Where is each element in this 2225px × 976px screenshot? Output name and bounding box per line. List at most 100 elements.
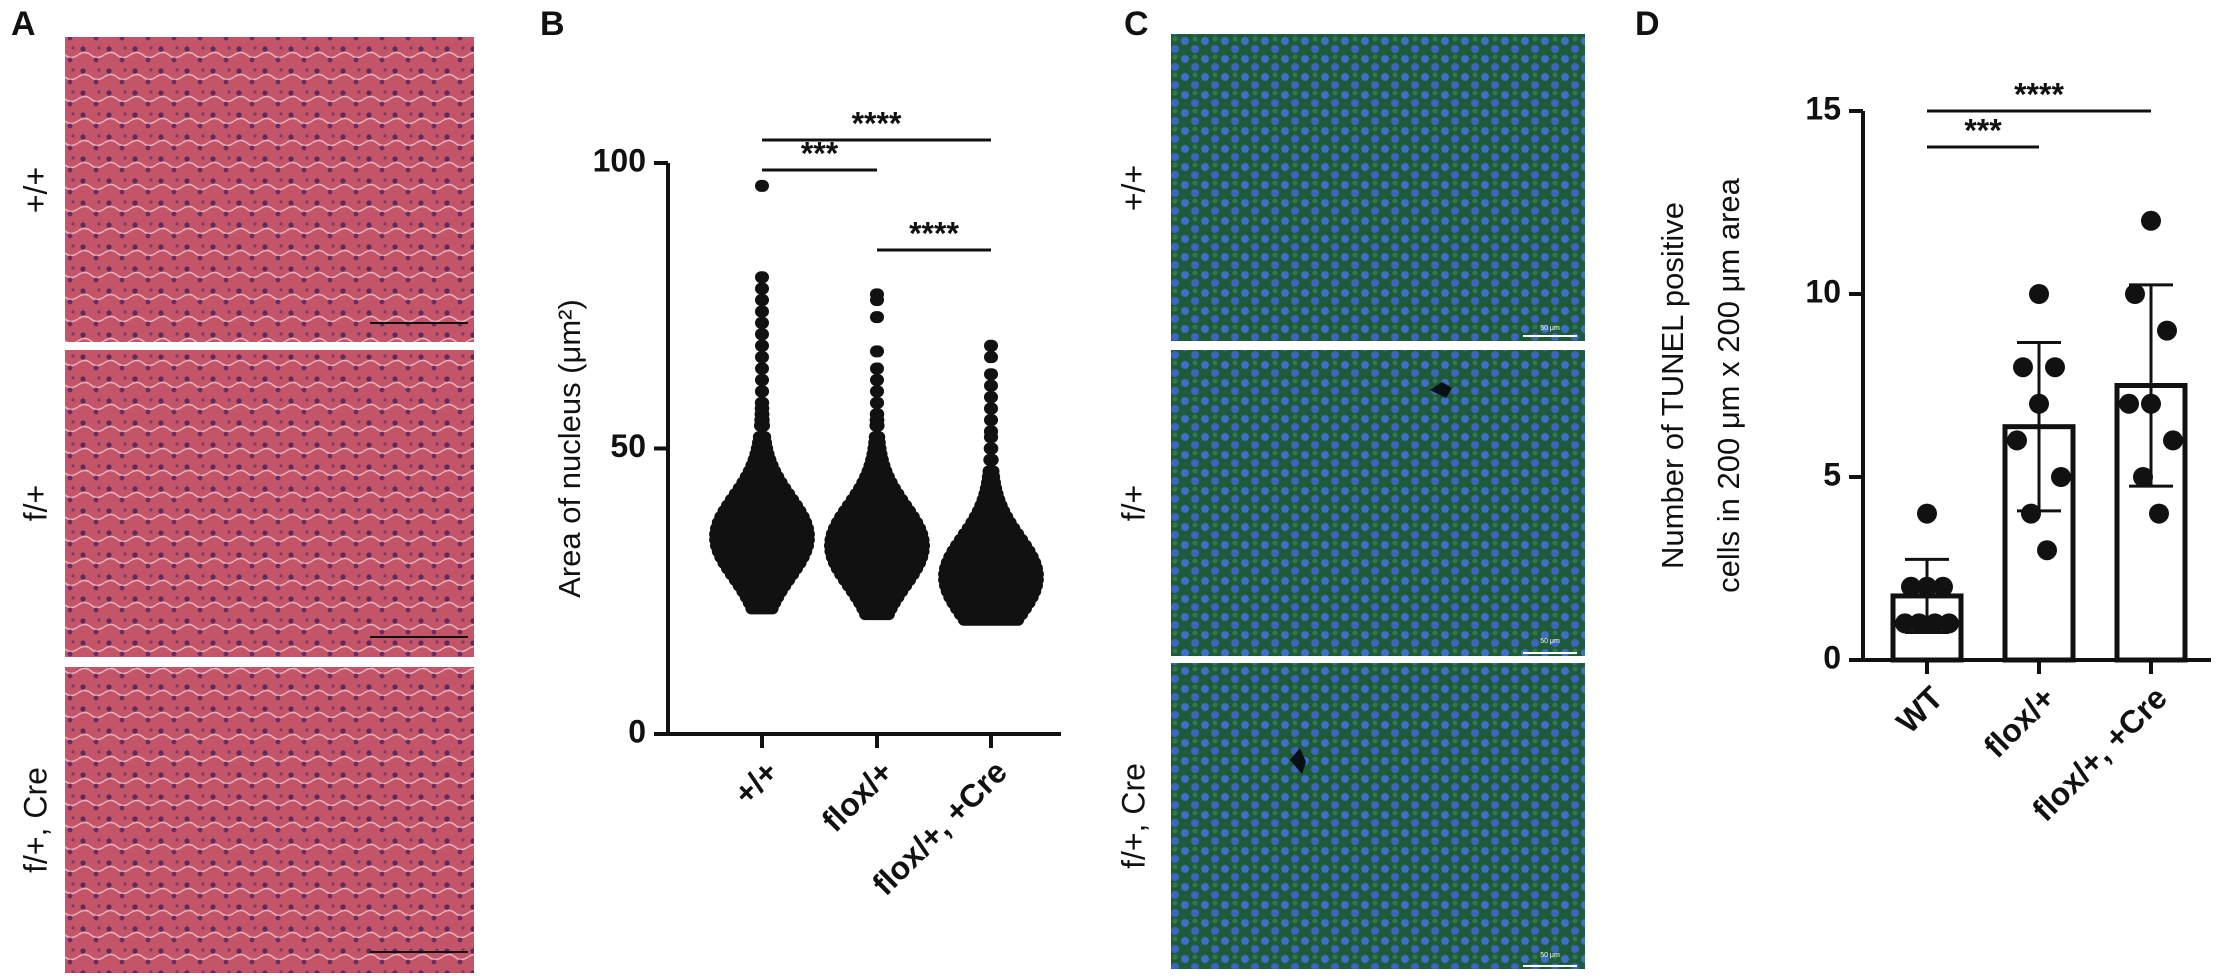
data-point (870, 311, 884, 324)
data-point (1939, 613, 1959, 634)
data-point (755, 271, 769, 284)
data-point (983, 402, 999, 415)
data-point (983, 391, 999, 404)
data-point (869, 373, 885, 386)
y-axis-label: Area of nucleus (μm²) (552, 299, 587, 598)
data-point (1901, 576, 1921, 597)
y-axis-label: Number of TUNEL positive (1655, 202, 1690, 569)
y-tick-label: 0 (628, 713, 646, 749)
micrograph (65, 37, 474, 342)
data-point (753, 419, 771, 432)
significance-label: **** (909, 215, 959, 251)
y-tick-label: 0 (1823, 639, 1841, 675)
data-point (2149, 503, 2169, 524)
data-point (2021, 503, 2041, 524)
significance-label: **** (852, 105, 902, 141)
row-label: f/+ (1115, 485, 1151, 521)
row-label: +/+ (1115, 165, 1151, 211)
significance-label: *** (1964, 112, 2002, 148)
x-tick-label: +/+ (727, 753, 785, 811)
data-point (2037, 540, 2057, 561)
micrograph (65, 667, 474, 973)
data-point (2157, 320, 2177, 341)
y-tick-label: 50 (610, 428, 646, 464)
data-point (1895, 613, 1915, 634)
vessel (1290, 748, 1306, 774)
row-label: +/+ (17, 167, 53, 213)
y-tick-label: 100 (593, 142, 646, 178)
micrograph (1171, 663, 1585, 969)
significance-label: *** (801, 135, 839, 171)
data-point (2141, 393, 2161, 414)
data-point (1925, 613, 1945, 634)
data-point (2029, 393, 2049, 414)
data-point (983, 442, 999, 455)
panel-c (1171, 34, 1585, 969)
data-point (1917, 576, 1937, 597)
y-tick-label: 10 (1805, 273, 1841, 309)
y-tick-label: 5 (1823, 456, 1841, 492)
row-label: f/+, Cre (17, 767, 53, 873)
data-point (1917, 503, 1937, 524)
data-point (983, 379, 999, 392)
data-point (983, 453, 999, 466)
data-point (2045, 357, 2065, 378)
panel-letter: D (1635, 5, 1660, 43)
data-point (2029, 284, 2049, 304)
data-point (745, 602, 779, 615)
x-tick-label: flox/+ (1977, 679, 2062, 764)
data-point (869, 419, 885, 432)
data-point (2125, 284, 2145, 304)
data-point (984, 351, 999, 364)
x-tick-label: WT (1889, 679, 1950, 740)
data-point (2141, 210, 2161, 231)
data-point (754, 362, 770, 375)
micrograph (1171, 350, 1585, 656)
data-point (869, 345, 885, 358)
data-point (754, 351, 770, 364)
row-label: f/+, Cre (1115, 763, 1151, 869)
data-point (1909, 613, 1929, 634)
data-point (869, 396, 885, 409)
data-point (984, 339, 998, 352)
data-point (1933, 576, 1953, 597)
data-point (2013, 357, 2033, 378)
data-point (2007, 430, 2027, 451)
data-point (983, 431, 999, 444)
data-point (755, 294, 769, 307)
data-point (983, 413, 999, 426)
data-point (2051, 467, 2071, 487)
panel-letter: B (540, 5, 565, 43)
data-point (2119, 393, 2139, 414)
data-point (755, 282, 769, 295)
data-point (983, 368, 999, 381)
data-point (755, 305, 769, 318)
data-point (869, 362, 885, 375)
data-point (2163, 430, 2183, 451)
panel-a (65, 37, 474, 973)
scale-bar-label: 50 μm (1540, 325, 1560, 332)
significance-label: **** (2014, 76, 2064, 112)
micrograph (1171, 34, 1585, 341)
micrograph (65, 350, 474, 657)
data-point (755, 179, 769, 192)
y-tick-label: 15 (1805, 90, 1841, 126)
data-point (754, 339, 770, 352)
data-point (754, 373, 770, 386)
data-point (754, 385, 770, 398)
data-point (754, 316, 769, 329)
scale-bar-label: 50 μm (1540, 952, 1560, 959)
scale-bar-label: 50 μm (1540, 638, 1560, 645)
data-point (869, 385, 885, 398)
panel-letter: A (11, 5, 36, 43)
y-axis-label: cells in 200 μm x 200 μm area (1711, 177, 1746, 593)
data-point (957, 613, 1025, 626)
x-tick-label: flox/+ (815, 753, 900, 838)
row-label: f/+ (17, 485, 53, 521)
data-point (754, 328, 770, 341)
panel-letter: C (1124, 5, 1149, 43)
data-point (870, 294, 884, 307)
data-point (2133, 467, 2153, 487)
vessel (1430, 382, 1452, 398)
